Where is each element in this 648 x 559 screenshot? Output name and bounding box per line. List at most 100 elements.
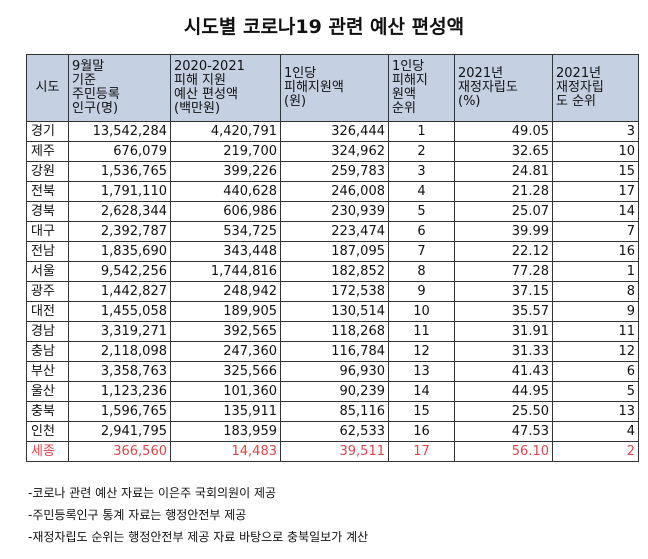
cell-region: 충북 bbox=[26, 401, 69, 422]
cell-fiscal-ratio: 35.57 bbox=[454, 301, 553, 322]
table-row: 충남 2,118,098 247,360 116,784 12 31.33 12 bbox=[26, 341, 639, 362]
cell-budget: 4,420,791 bbox=[170, 121, 281, 142]
cell-per-capita: 324,962 bbox=[280, 141, 389, 162]
cell-region: 제주 bbox=[26, 141, 69, 162]
cell-fiscal-ratio: 24.81 bbox=[454, 161, 553, 182]
cell-per-capita: 223,474 bbox=[280, 221, 389, 242]
cell-rank: 1 bbox=[388, 121, 455, 142]
cell-fiscal-ratio: 41.43 bbox=[454, 361, 553, 382]
cell-per-capita: 90,239 bbox=[280, 381, 389, 402]
cell-per-capita: 230,939 bbox=[280, 201, 389, 222]
cell-fiscal-rank: 15 bbox=[552, 161, 639, 182]
cell-per-capita: 130,514 bbox=[280, 301, 389, 322]
cell-population: 366,560 bbox=[68, 441, 171, 462]
cell-fiscal-rank: 1 bbox=[552, 261, 639, 282]
cell-fiscal-rank: 12 bbox=[552, 341, 639, 362]
cell-population: 2,628,344 bbox=[68, 201, 171, 222]
header-per-capita: 1인당 피해지원액 (원) bbox=[280, 54, 389, 122]
table-row: 대전 1,455,058 189,905 130,514 10 35.57 9 bbox=[26, 301, 639, 322]
cell-rank: 13 bbox=[388, 361, 455, 382]
table-body: 경기 13,542,284 4,420,791 326,444 1 49.05 3 제주 676… bbox=[26, 121, 639, 462]
cell-fiscal-rank: 3 bbox=[552, 121, 639, 142]
cell-fiscal-ratio: 44.95 bbox=[454, 381, 553, 402]
cell-region: 울산 bbox=[26, 381, 69, 402]
cell-population: 2,118,098 bbox=[68, 341, 171, 362]
table-row: 서울 9,542,256 1,744,816 182,852 8 77.28 1 bbox=[26, 261, 639, 282]
cell-fiscal-ratio: 25.07 bbox=[454, 201, 553, 222]
cell-region: 세종 bbox=[26, 441, 69, 462]
cell-fiscal-rank: 16 bbox=[552, 241, 639, 262]
table-row: 전남 1,835,690 343,448 187,095 7 22.12 16 bbox=[26, 241, 639, 262]
table-row: 충북 1,596,765 135,911 85,116 15 25.50 13 bbox=[26, 401, 639, 422]
cell-region: 경북 bbox=[26, 201, 69, 222]
cell-region: 전북 bbox=[26, 181, 69, 202]
cell-per-capita: 85,116 bbox=[280, 401, 389, 422]
cell-budget: 392,565 bbox=[170, 321, 281, 342]
cell-rank: 5 bbox=[388, 201, 455, 222]
table-row: 경남 3,319,271 392,565 118,268 11 31.91 11 bbox=[26, 321, 639, 342]
cell-budget: 14,483 bbox=[170, 441, 281, 462]
cell-fiscal-ratio: 47.53 bbox=[454, 421, 553, 442]
cell-rank: 16 bbox=[388, 421, 455, 442]
cell-population: 1,123,236 bbox=[68, 381, 171, 402]
cell-fiscal-rank: 4 bbox=[552, 421, 639, 442]
footnote: -주민등록인구 통계 자료는 행정안전부 제공 bbox=[28, 508, 247, 522]
cell-fiscal-rank: 9 bbox=[552, 301, 639, 322]
header-rank: 1인당 피해지 원액 순위 bbox=[388, 54, 455, 122]
cell-budget: 325,566 bbox=[170, 361, 281, 382]
header-row: 시도 9월말 기준 주민등록 인구(명) 2020-2021 피해 지원 예산 … bbox=[26, 54, 639, 122]
cell-rank: 14 bbox=[388, 381, 455, 402]
table-row: 강원 1,536,765 399,226 259,783 3 24.81 15 bbox=[26, 161, 639, 182]
cell-region: 대전 bbox=[26, 301, 69, 322]
cell-region: 서울 bbox=[26, 261, 69, 282]
cell-rank: 8 bbox=[388, 261, 455, 282]
cell-fiscal-ratio: 37.15 bbox=[454, 281, 553, 302]
table-row: 제주 676,079 219,700 324,962 2 32.65 10 bbox=[26, 141, 639, 162]
cell-fiscal-ratio: 21.28 bbox=[454, 181, 553, 202]
cell-rank: 6 bbox=[388, 221, 455, 242]
cell-region: 전남 bbox=[26, 241, 69, 262]
cell-region: 부산 bbox=[26, 361, 69, 382]
cell-population: 676,079 bbox=[68, 141, 171, 162]
cell-fiscal-rank: 14 bbox=[552, 201, 639, 222]
cell-fiscal-rank: 13 bbox=[552, 401, 639, 422]
cell-rank: 9 bbox=[388, 281, 455, 302]
cell-region: 광주 bbox=[26, 281, 69, 302]
table-row: 광주 1,442,827 248,942 172,538 9 37.15 8 bbox=[26, 281, 639, 302]
cell-fiscal-ratio: 31.91 bbox=[454, 321, 553, 342]
cell-rank: 4 bbox=[388, 181, 455, 202]
cell-region: 대구 bbox=[26, 221, 69, 242]
cell-population: 3,358,763 bbox=[68, 361, 171, 382]
cell-fiscal-rank: 7 bbox=[552, 221, 639, 242]
cell-rank: 2 bbox=[388, 141, 455, 162]
cell-rank: 11 bbox=[388, 321, 455, 342]
table-row: 경기 13,542,284 4,420,791 326,444 1 49.05 3 bbox=[26, 121, 639, 142]
cell-budget: 135,911 bbox=[170, 401, 281, 422]
cell-population: 1,596,765 bbox=[68, 401, 171, 422]
cell-region: 인천 bbox=[26, 421, 69, 442]
table-row: 울산 1,123,236 101,360 90,239 14 44.95 5 bbox=[26, 381, 639, 402]
cell-budget: 1,744,816 bbox=[170, 261, 281, 282]
cell-fiscal-ratio: 32.65 bbox=[454, 141, 553, 162]
cell-fiscal-ratio: 22.12 bbox=[454, 241, 553, 262]
cell-fiscal-rank: 2 bbox=[552, 441, 639, 462]
cell-per-capita: 118,268 bbox=[280, 321, 389, 342]
cell-fiscal-rank: 11 bbox=[552, 321, 639, 342]
cell-per-capita: 187,095 bbox=[280, 241, 389, 262]
cell-rank: 7 bbox=[388, 241, 455, 262]
header-budget: 2020-2021 피해 지원 예산 편성액 (백만원) bbox=[170, 54, 281, 122]
cell-fiscal-ratio: 49.05 bbox=[454, 121, 553, 142]
cell-budget: 247,360 bbox=[170, 341, 281, 362]
cell-budget: 101,360 bbox=[170, 381, 281, 402]
cell-region: 충남 bbox=[26, 341, 69, 362]
cell-per-capita: 172,538 bbox=[280, 281, 389, 302]
cell-population: 1,791,110 bbox=[68, 181, 171, 202]
cell-fiscal-ratio: 77.28 bbox=[454, 261, 553, 282]
footnote: -재정자립도 순위는 행정안전부 제공 자료 바탕으로 충북일보가 계산 bbox=[28, 530, 369, 544]
page-title: 시도별 코로나19 관련 예산 편성액 bbox=[183, 16, 465, 38]
cell-rank: 12 bbox=[388, 341, 455, 362]
header-fiscal-ratio: 2021년 재정자립도 (%) bbox=[454, 54, 553, 122]
cell-population: 1,835,690 bbox=[68, 241, 171, 262]
cell-rank: 17 bbox=[388, 441, 455, 462]
cell-population: 1,536,765 bbox=[68, 161, 171, 182]
